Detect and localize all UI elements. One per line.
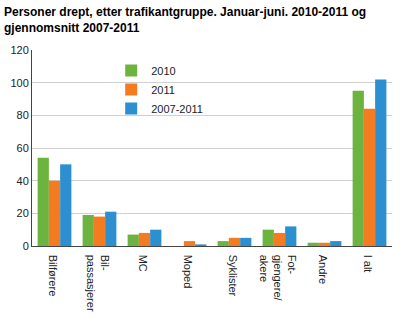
svg-text:Fot-gjengere/akere: Fot-gjengere/akere [258, 255, 299, 302]
svg-text:40: 40 [17, 175, 29, 187]
svg-text:Syklister: Syklister [227, 255, 239, 297]
svg-text:80: 80 [17, 109, 29, 121]
svg-text:120: 120 [10, 44, 28, 56]
svg-text:2007-2011: 2007-2011 [151, 103, 203, 115]
svg-text:Bilførere: Bilførere [47, 255, 59, 297]
svg-text:60: 60 [17, 142, 29, 154]
svg-text:Andre: Andre [317, 255, 329, 284]
svg-text:Personer drept, etter trafikan: Personer drept, etter trafikantgruppe. J… [4, 5, 366, 35]
svg-text:Moped: Moped [182, 255, 194, 289]
svg-text:MC: MC [137, 255, 149, 272]
svg-text:I alt: I alt [362, 255, 374, 273]
svg-text:0: 0 [23, 240, 29, 252]
svg-text:2010: 2010 [151, 65, 175, 77]
svg-text:2011: 2011 [151, 84, 175, 96]
svg-text:Bil-passasjerer: Bil-passasjerer [85, 255, 111, 312]
svg-text:100: 100 [10, 77, 28, 89]
svg-text:20: 20 [17, 207, 29, 219]
